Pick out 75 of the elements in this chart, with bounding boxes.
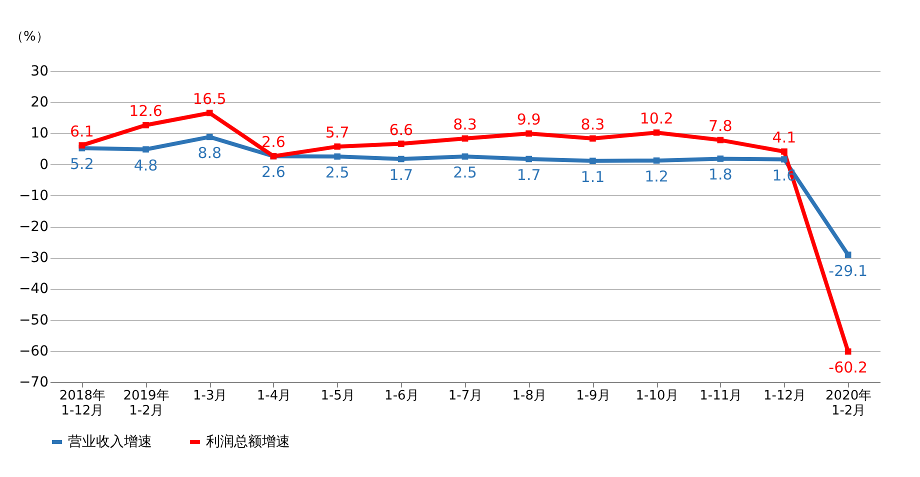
x-tick-label: 1-11月 (700, 388, 742, 404)
point (78, 142, 86, 148)
y-tick-label: 10 (30, 126, 48, 142)
x-tick-label: 1-4月 (256, 388, 292, 404)
y-tick-label: −10 (18, 188, 48, 204)
data-label: 1.2 (644, 168, 668, 186)
x-tick-label: 1-6月 (384, 388, 419, 404)
x-tick-label: 1-8月 (512, 388, 546, 404)
point (398, 140, 404, 147)
x-tick-label: 2020年 1-2月 (826, 388, 872, 418)
x-tick-label: 2018年 1-12月 (59, 388, 106, 418)
x-tick-label: 1-7月 (448, 388, 483, 404)
point (206, 134, 213, 140)
data-label: 2.6 (262, 163, 286, 182)
x-tick-label: 1-12月 (763, 388, 806, 404)
data-label: 5.7 (325, 124, 350, 142)
point (526, 156, 532, 162)
data-label: -29.1 (828, 262, 868, 280)
data-label: 8.3 (453, 115, 477, 134)
legend-label: 营业收入增速 (68, 434, 152, 450)
y-tick-label: −60 (18, 343, 48, 360)
data-label: 1.7 (516, 166, 541, 184)
point (717, 136, 724, 144)
x-tick-label: 1-9月 (576, 388, 610, 404)
point (781, 148, 788, 155)
x-tick-label: 1-5月 (320, 388, 355, 404)
x-tick-label: 2019年 1-2月 (123, 388, 170, 418)
data-label: 2.5 (325, 164, 350, 182)
data-label: 10.2 (640, 110, 674, 128)
y-tick-label: −50 (18, 312, 48, 328)
point (653, 157, 660, 164)
point (206, 110, 213, 116)
y-tick-label: 30 (30, 64, 48, 80)
data-label: 8.3 (580, 115, 605, 134)
point (717, 156, 724, 162)
x-tick-label: 1-3月 (193, 388, 228, 404)
legend-label: 利润总额增速 (206, 434, 290, 450)
point (334, 143, 340, 150)
data-label: 12.6 (129, 102, 162, 120)
data-label: 2.6 (262, 133, 286, 152)
data-label: 9.9 (516, 110, 541, 129)
data-label: 4.1 (772, 128, 796, 147)
x-tick-label: 1-10月 (636, 388, 678, 404)
y-tick-label: −40 (18, 281, 48, 298)
data-label: 1.7 (389, 166, 414, 184)
data-label: 2.5 (453, 164, 477, 182)
point (844, 252, 852, 258)
y-tick-label: −30 (18, 250, 48, 266)
data-label: 6.6 (389, 120, 414, 139)
point (398, 156, 404, 162)
y-tick-label: −20 (18, 219, 48, 235)
point (462, 135, 468, 142)
point (142, 146, 149, 153)
data-label: 6.1 (70, 122, 94, 140)
data-label: 16.5 (192, 90, 226, 108)
point (781, 156, 788, 162)
y-tick-label: 0 (40, 156, 48, 173)
point (462, 153, 468, 160)
point (590, 158, 596, 164)
point (142, 122, 149, 128)
point (334, 153, 340, 160)
data-label: 7.8 (708, 117, 732, 136)
data-label: 4.8 (134, 156, 158, 174)
y-tick-label: −70 (18, 374, 48, 390)
y-tick-label: 20 (30, 94, 48, 111)
data-label: 1.1 (580, 168, 605, 186)
y-axis-title: （%） (10, 30, 49, 44)
data-label: 1.8 (708, 166, 732, 184)
data-label: -60.2 (828, 358, 868, 377)
data-label: 5.2 (70, 155, 94, 174)
data-label: 8.8 (198, 144, 222, 162)
point (590, 135, 596, 142)
point (526, 130, 532, 137)
point (844, 348, 852, 355)
point (653, 129, 660, 136)
